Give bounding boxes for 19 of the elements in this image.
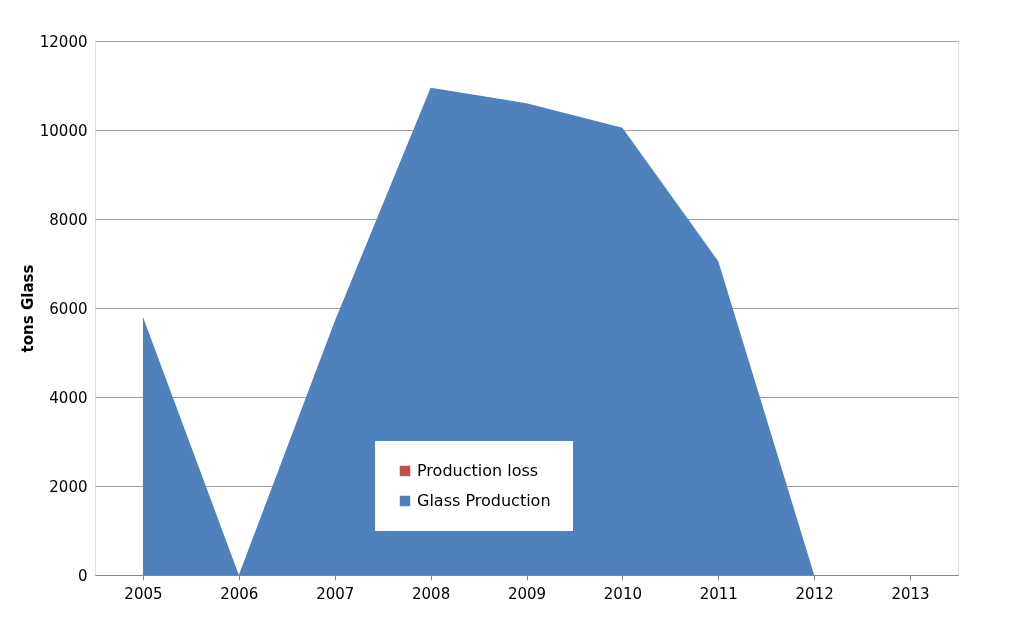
y-tick-label: 4000 bbox=[49, 388, 88, 407]
x-tick-label: 2007 bbox=[316, 584, 355, 603]
x-tick-label: 2006 bbox=[220, 584, 259, 603]
x-tick-label: 2012 bbox=[795, 584, 834, 603]
y-tick-label: 6000 bbox=[49, 299, 88, 318]
y-axis-title: tons Glass bbox=[18, 264, 37, 353]
y-tick-label: 0 bbox=[77, 566, 88, 585]
y-tick-label: 8000 bbox=[49, 210, 88, 229]
legend-label: Production loss bbox=[417, 461, 539, 480]
x-tick-label: 2010 bbox=[603, 584, 642, 603]
y-tick-label: 12000 bbox=[39, 32, 88, 51]
x-tick-label: 2008 bbox=[412, 584, 451, 603]
y-tick-label: 10000 bbox=[39, 121, 88, 140]
y-tick-label: 2000 bbox=[49, 477, 88, 496]
x-tick-label: 2011 bbox=[699, 584, 738, 603]
x-tick-label: 2005 bbox=[124, 584, 163, 603]
legend-label: Glass Production bbox=[417, 491, 551, 510]
x-tick-label: 2013 bbox=[891, 584, 930, 603]
x-tick-label: 2009 bbox=[507, 584, 547, 603]
